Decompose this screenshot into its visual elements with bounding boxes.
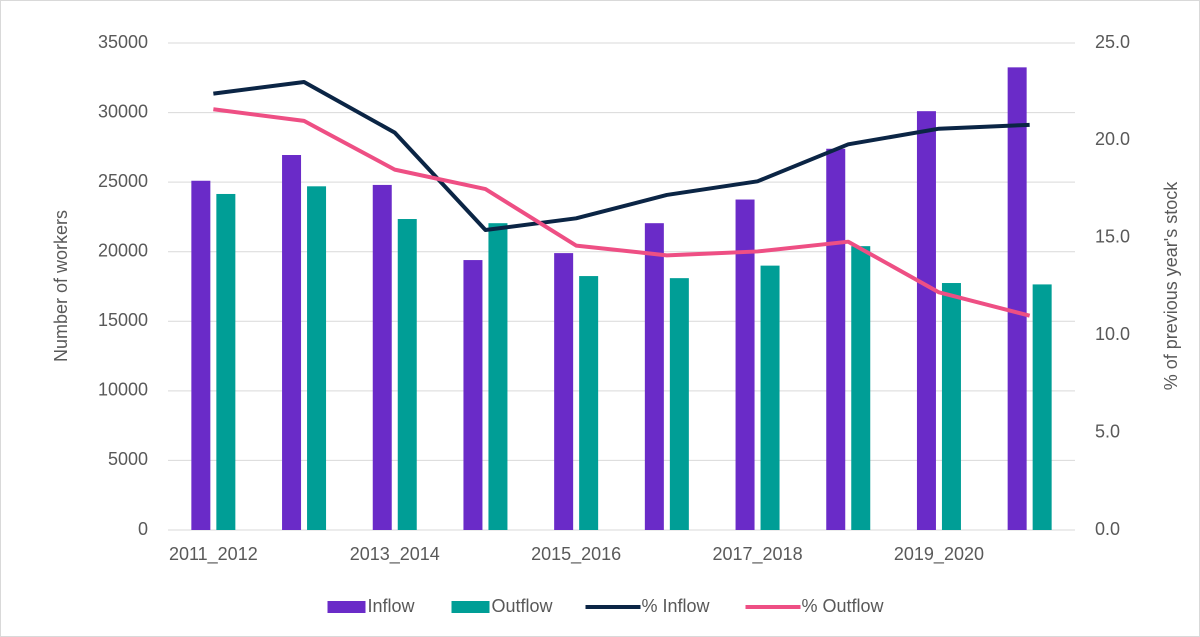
line [213,79,1030,233]
bar [463,260,483,530]
legend-label: Outflow [492,596,554,616]
y-tick-label: 15000 [98,310,148,330]
y2-tick-label: 15.0 [1095,227,1130,247]
y-axis-title: Number of workers [51,210,71,362]
bar [554,253,574,530]
bar [307,186,327,530]
bar [282,155,302,530]
y2-tick-label: 10.0 [1095,324,1130,344]
legend-swatch [451,601,490,613]
line [213,107,1031,318]
bar [1007,67,1027,530]
bar [941,283,961,530]
y-tick-label: 35000 [98,32,148,52]
y-tick-label: 0 [138,519,148,539]
bar [851,246,871,531]
x-tick-label: 2011_2012 [169,544,258,565]
y-tick-label: 25000 [98,171,148,191]
legend-label: % Inflow [642,596,711,616]
x-tick-label: 2015_2016 [531,544,621,565]
bar [735,199,755,531]
bar [397,219,417,530]
y-tick-label: 20000 [98,240,148,260]
y2-tick-label: 25.0 [1095,32,1130,52]
bar [488,223,508,530]
bar [216,193,236,530]
bar [372,184,392,530]
x-tick-label: 2013_2014 [350,544,440,565]
bar [579,276,599,530]
legend-label: Inflow [368,596,416,616]
bar [644,223,664,530]
y-tick-label: 5000 [108,449,148,469]
legend-swatch [327,601,366,613]
y2-axis-title: % of previous year's stock [1161,181,1181,391]
x-tick-label: 2017_2018 [712,544,802,565]
bar [760,265,780,530]
x-tick-label: 2019_2020 [894,544,984,565]
bar [826,148,846,530]
y2-tick-label: 0.0 [1095,519,1120,539]
bar [191,180,211,530]
y-tick-label: 30000 [98,101,148,121]
bar [916,111,936,531]
y2-tick-label: 5.0 [1095,421,1120,441]
y-tick-label: 10000 [98,380,148,400]
y2-tick-label: 20.0 [1095,129,1130,149]
bar [669,278,689,530]
legend-label: % Outflow [802,596,885,616]
bar [1032,284,1052,530]
